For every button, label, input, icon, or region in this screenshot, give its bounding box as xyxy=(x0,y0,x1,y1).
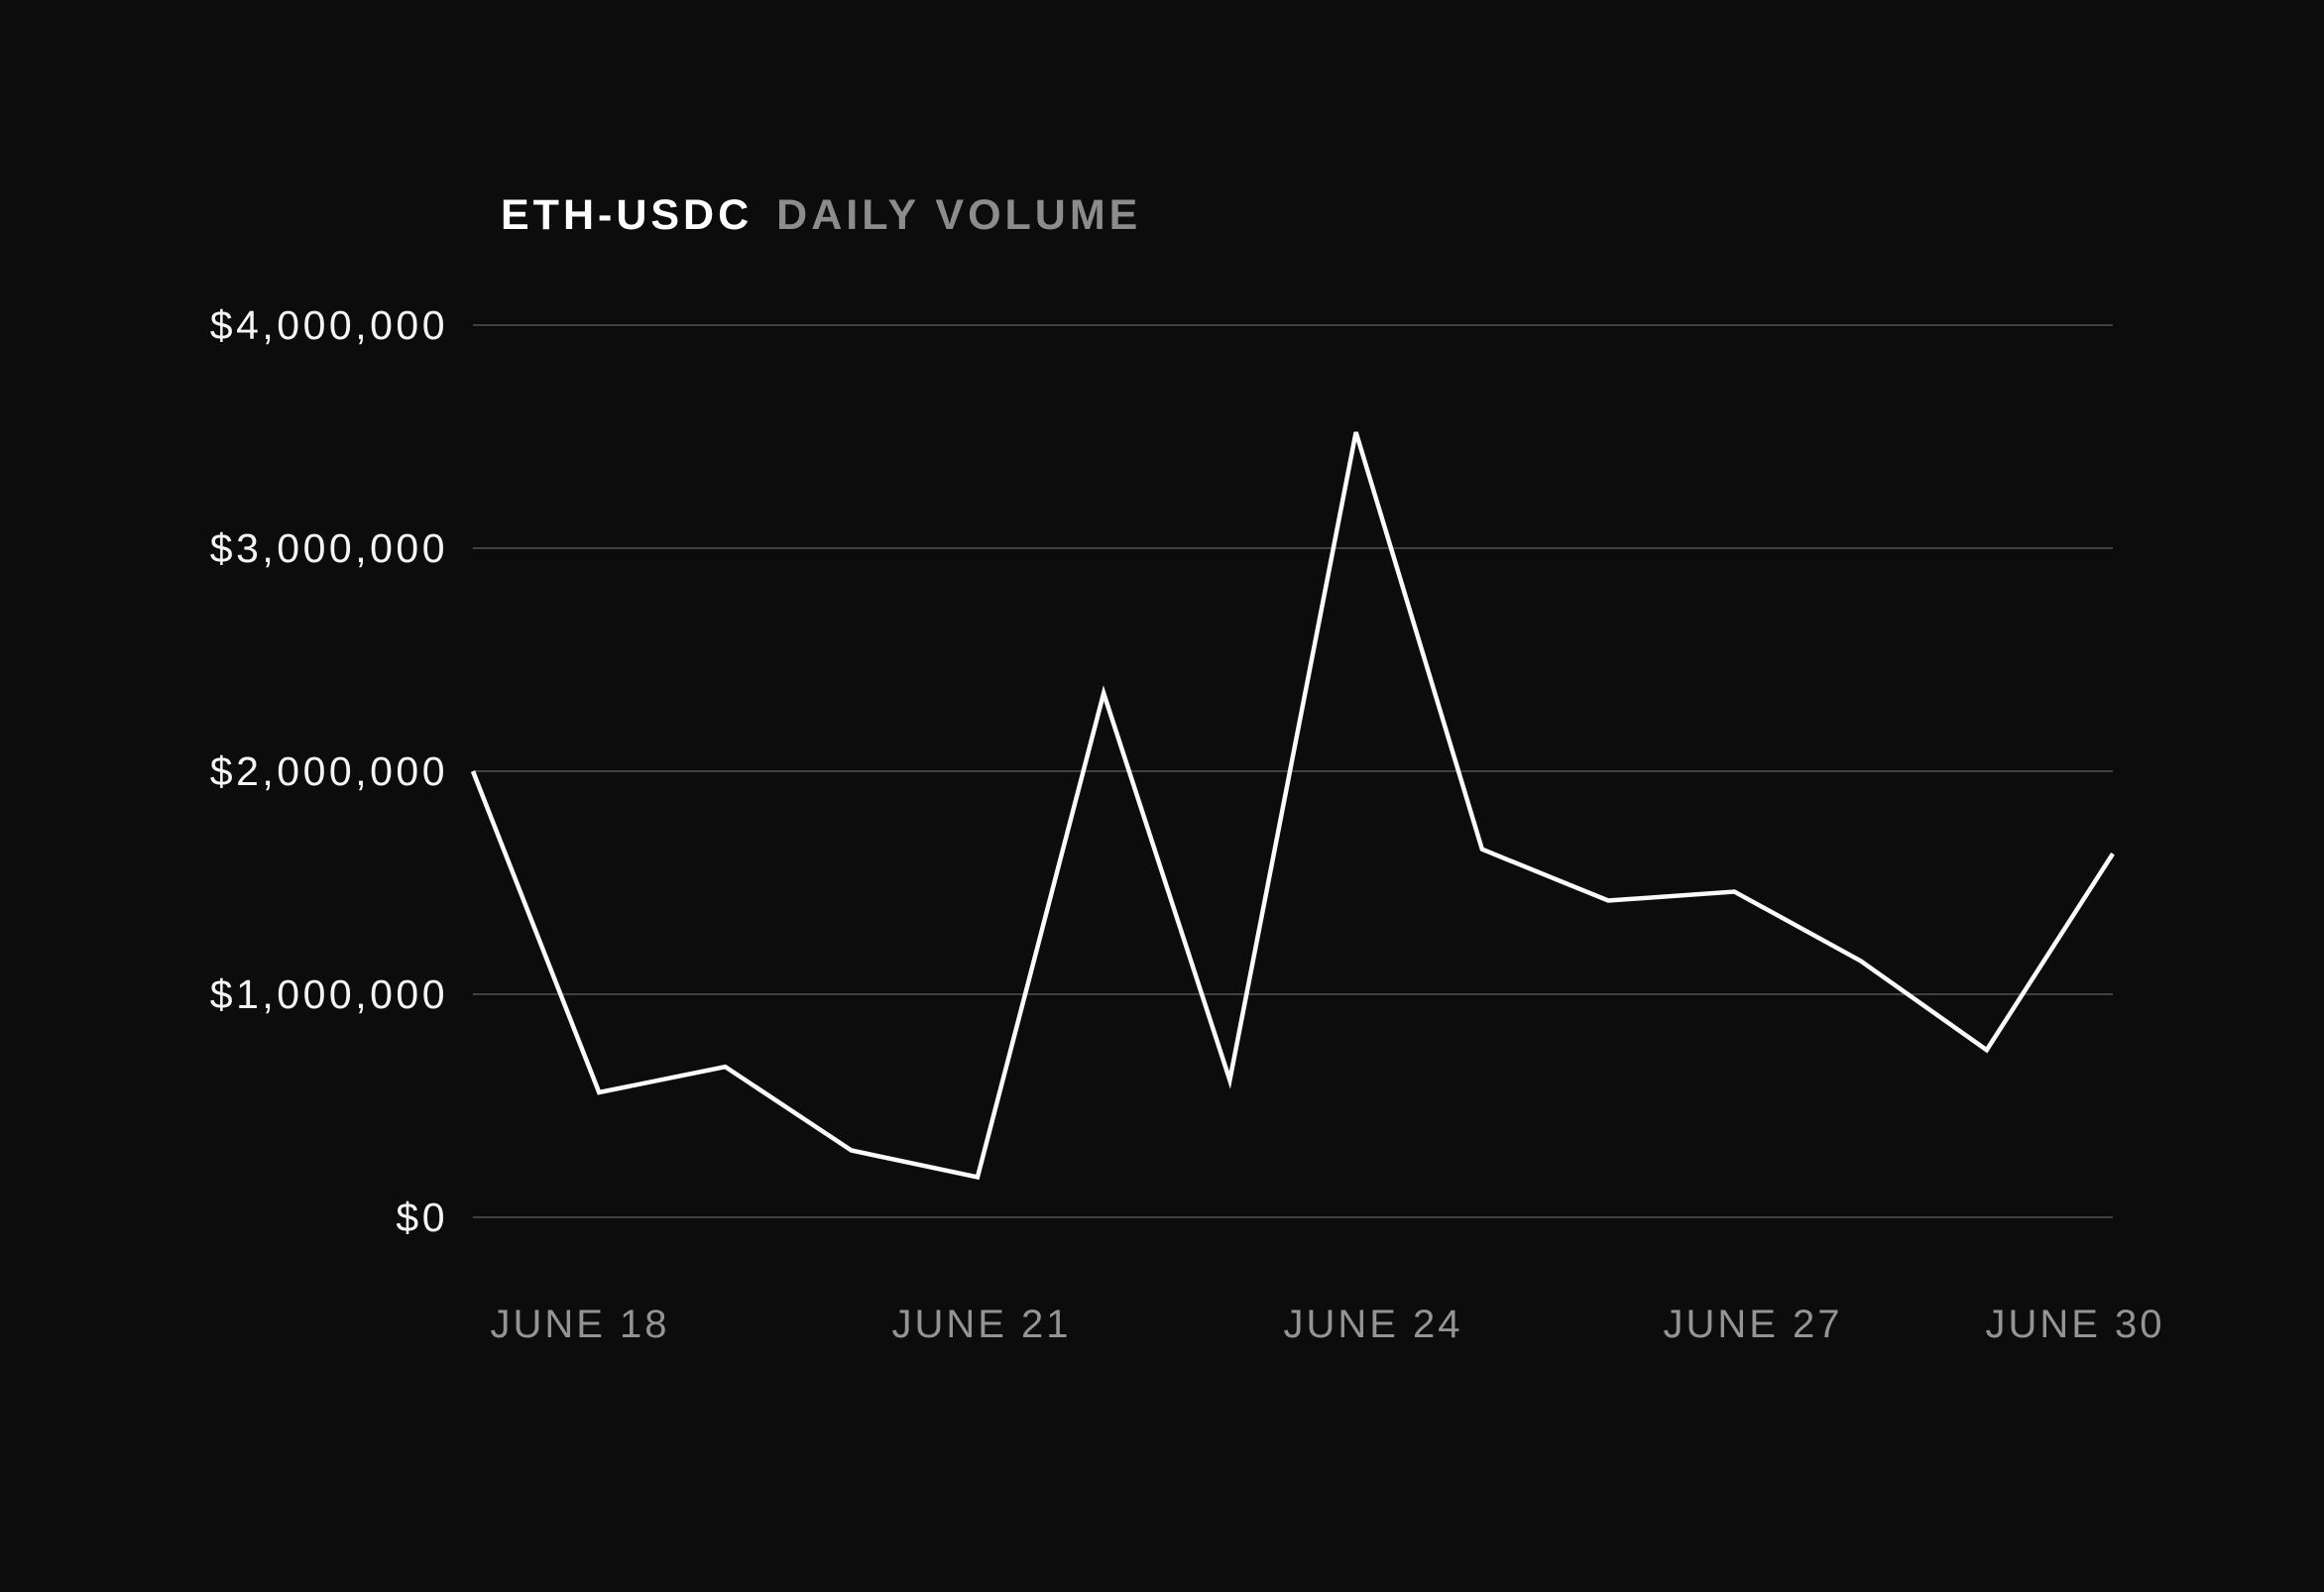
gridlines xyxy=(473,324,2113,1218)
x-axis-label: JUNE 24 xyxy=(1283,1303,1463,1346)
y-axis-label: $0 xyxy=(396,1194,448,1240)
y-axis-label: $3,000,000 xyxy=(209,525,448,571)
y-axis-label: $2,000,000 xyxy=(209,748,448,794)
y-axis-label: $4,000,000 xyxy=(209,302,448,348)
x-axis-label: JUNE 27 xyxy=(1663,1303,1843,1346)
chart-title: ETH-USDC DAILY VOLUME xyxy=(501,194,1141,237)
chart-title-metric-label: DAILY VOLUME xyxy=(776,191,1142,239)
volume-line xyxy=(470,431,2115,1181)
x-axis-label: JUNE 30 xyxy=(1985,1303,2165,1346)
y-axis-label: $1,000,000 xyxy=(209,971,448,1017)
chart-title-pair-label: ETH-USDC xyxy=(501,191,754,239)
x-axis-label: JUNE 21 xyxy=(891,1303,1072,1346)
x-axis-label: JUNE 18 xyxy=(490,1303,670,1346)
